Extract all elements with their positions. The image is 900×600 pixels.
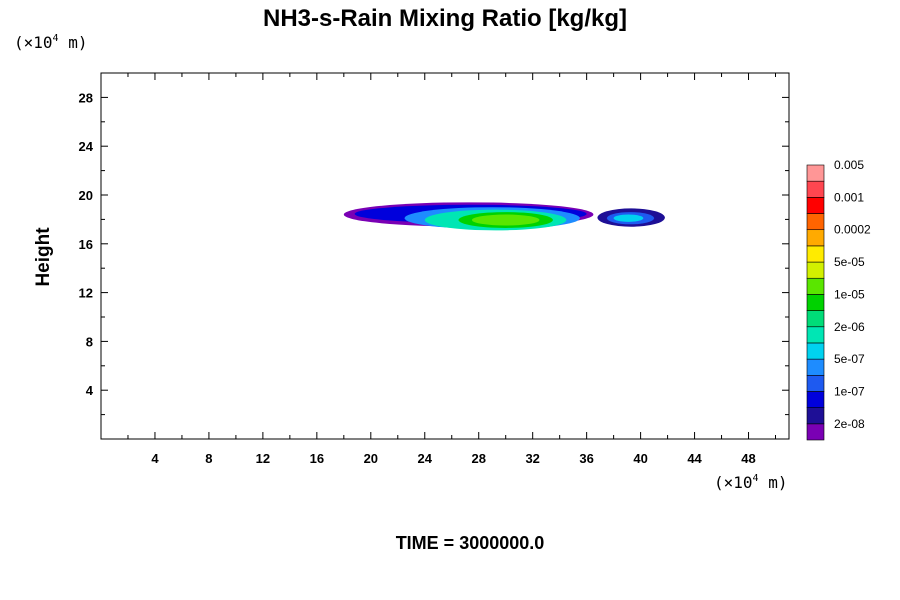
y-unit-suffix: m)	[59, 33, 88, 52]
colorbar-segment	[806, 261, 825, 279]
x-axis-unit: (×104 m)	[714, 473, 787, 492]
x-tick-label: 28	[471, 451, 485, 466]
colorbar-segment	[806, 407, 825, 425]
x-tick-label: 36	[579, 451, 593, 466]
y-tick-label: 24	[79, 139, 94, 154]
y-tick-label: 12	[79, 286, 93, 301]
colorbar-segment	[806, 423, 825, 441]
colorbar-segment	[806, 294, 825, 311]
y-unit-prefix: (×10	[14, 33, 53, 52]
colorbar-label: 2e-06	[834, 320, 865, 334]
colorbar-segment	[806, 277, 825, 295]
colorbar-segment	[806, 229, 825, 247]
x-tick-label: 48	[741, 451, 755, 466]
colorbar-segment	[806, 213, 825, 231]
y-axis-unit: (×104 m)	[14, 33, 87, 52]
colorbar-label: 0.005	[834, 158, 864, 172]
y-axis-label: Height	[33, 227, 54, 287]
x-tick-label: 16	[310, 451, 324, 466]
x-unit-suffix: m)	[759, 473, 788, 492]
chart-title: NH3-s-Rain Mixing Ratio [kg/kg]	[263, 5, 627, 32]
x-tick-label: 8	[205, 451, 212, 466]
x-tick-label: 24	[418, 451, 433, 466]
mixing-ratio-field	[343, 202, 665, 231]
colorbar-label: 2e-08	[834, 417, 865, 431]
y-tick-label: 8	[86, 334, 93, 349]
y-tick-label: 4	[86, 383, 94, 398]
colorbar-segment	[806, 197, 825, 214]
x-tick-label: 4	[151, 451, 159, 466]
colorbar-label: 5e-07	[834, 352, 865, 366]
y-tick-label: 28	[79, 90, 93, 105]
plot-frame	[100, 72, 790, 440]
colorbar-segment	[806, 245, 825, 263]
x-tick-label: 40	[633, 451, 647, 466]
colorbar-segment	[806, 180, 825, 198]
colorbar-label: 0.0002	[834, 223, 871, 237]
x-tick-label: 12	[256, 451, 270, 466]
colorbar-segment	[806, 326, 825, 344]
colorbar-label: 0.001	[834, 190, 864, 204]
colorbar: 2e-08 1e-07 5e-07 2e-06 1e-05 5e-05 0.0002 0.00…	[806, 158, 871, 441]
y-tick-label: 16	[79, 237, 93, 252]
time-label: TIME = 3000000.0	[396, 533, 545, 553]
y-tick-label: 20	[79, 188, 93, 203]
field-region-8	[613, 214, 644, 222]
x-unit-exp: 4	[753, 473, 759, 484]
x-tick-label: 44	[687, 451, 702, 466]
field-region-5	[471, 214, 540, 226]
x-unit-prefix: (×10	[714, 473, 753, 492]
colorbar-segment	[806, 374, 825, 392]
colorbar-segment	[806, 391, 825, 408]
colorbar-label: 1e-07	[834, 384, 865, 398]
y-unit-exp: 4	[53, 33, 59, 44]
colorbar-segment	[806, 358, 825, 376]
colorbar-segment	[806, 310, 825, 328]
x-tick-label: 20	[364, 451, 378, 466]
colorbar-label: 1e-05	[834, 287, 865, 301]
colorbar-segment	[806, 342, 825, 360]
colorbar-label: 5e-05	[834, 255, 865, 269]
colorbar-segment	[806, 164, 825, 182]
x-tick-label: 32	[525, 451, 539, 466]
